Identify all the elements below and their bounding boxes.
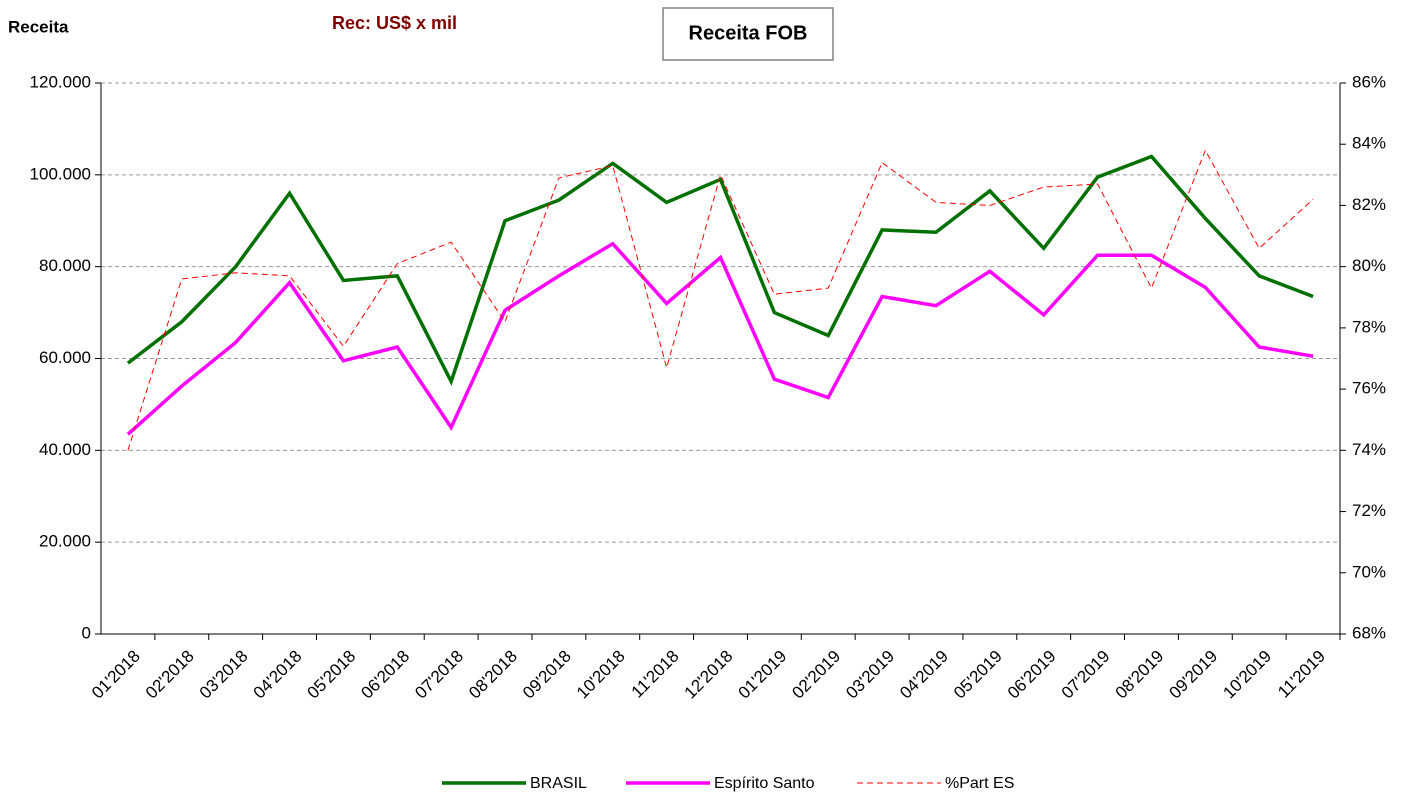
y-tick-label: 20.000 (39, 532, 91, 551)
y2-tick-label: 76% (1352, 379, 1386, 398)
legend-label: BRASIL (530, 775, 587, 792)
legend-label: %Part ES (945, 775, 1014, 792)
x-tick-label: 11'2018 (628, 647, 683, 702)
series-line (127, 149, 1314, 451)
x-tick-label: 03'2019 (842, 647, 898, 703)
y-tick-label: 120.000 (30, 72, 91, 91)
y-tick-label: 100.000 (30, 164, 91, 183)
y2-tick-label: 82% (1352, 195, 1386, 214)
y2-tick-label: 84% (1352, 134, 1386, 153)
x-tick-label: 04'2019 (896, 647, 952, 703)
x-tick-label: 03'2018 (196, 647, 252, 703)
subtitle: Rec: US$ x mil (332, 13, 457, 33)
x-tick-label: 09'2018 (519, 647, 575, 703)
y2-tick-label: 80% (1352, 256, 1386, 275)
legend-label: Espírito Santo (714, 775, 815, 792)
x-tick-label: 05'2018 (304, 647, 360, 703)
chart-title: Receita FOB (689, 22, 808, 44)
series-line (126, 241, 1314, 436)
x-tick-label: 01'2018 (88, 647, 144, 703)
x-tick-label: 12'2018 (681, 647, 737, 703)
y-tick-label: 40.000 (39, 440, 91, 459)
x-tick-label: 04'2018 (250, 647, 306, 703)
y-axis-label: Receita (8, 17, 69, 36)
x-tick-label: 02'2019 (788, 647, 844, 703)
x-tick-label: 08'2018 (465, 647, 521, 703)
y-tick-label: 80.000 (39, 256, 91, 275)
y2-tick-label: 74% (1352, 440, 1386, 459)
x-tick-label: 05'2019 (950, 647, 1006, 703)
x-tick-label: 06'2018 (357, 647, 413, 703)
x-tick-label: 08'2019 (1112, 647, 1168, 703)
x-tick-label: 10'2018 (573, 647, 629, 703)
series-line (126, 154, 1314, 386)
y-tick-label: 0 (82, 623, 91, 642)
x-tick-label: 10'2019 (1219, 647, 1275, 703)
y2-tick-label: 70% (1352, 562, 1386, 581)
x-tick-label: 06'2019 (1004, 647, 1060, 703)
x-tick-label: 07'2018 (411, 647, 467, 703)
title-box (662, 7, 834, 61)
x-tick-label: 11'2019 (1274, 647, 1329, 702)
x-tick-label: 09'2019 (1165, 647, 1221, 703)
y2-tick-label: 68% (1352, 623, 1386, 642)
x-tick-label: 01'2019 (735, 647, 791, 703)
x-tick-label: 07'2019 (1058, 647, 1114, 703)
y2-tick-label: 78% (1352, 317, 1386, 336)
x-tick-label: 02'2018 (142, 647, 198, 703)
y2-tick-label: 72% (1352, 501, 1386, 520)
y-tick-label: 60.000 (39, 348, 91, 367)
y2-tick-label: 86% (1352, 72, 1386, 91)
